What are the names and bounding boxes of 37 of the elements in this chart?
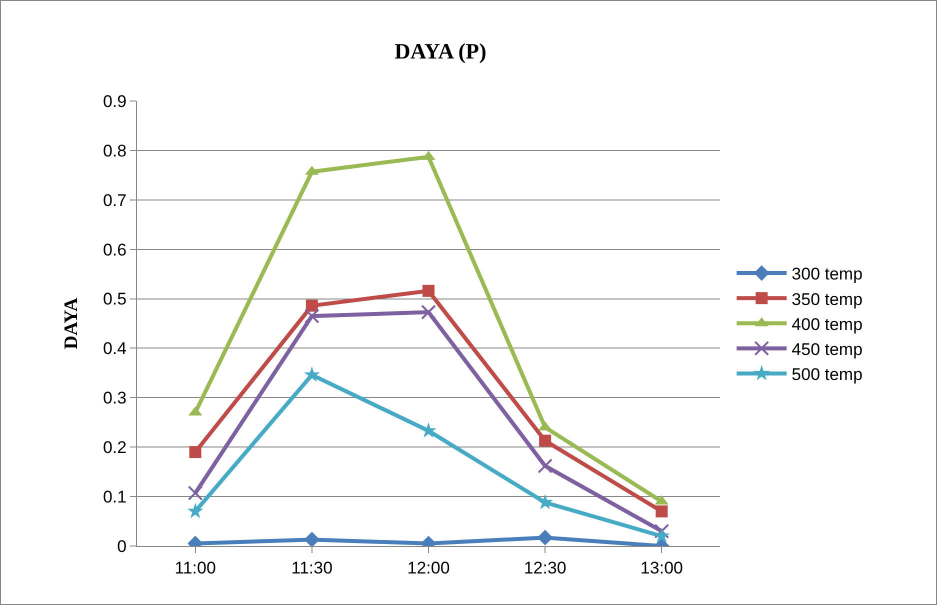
x-tick-label: 11:30 [291, 558, 333, 578]
point [656, 505, 668, 518]
legend-label: 500 temp [792, 365, 863, 384]
point [421, 304, 436, 320]
x-tick-label: 11:00 [174, 558, 216, 578]
y-tick-label: 0.4 [102, 339, 127, 358]
point [188, 486, 203, 501]
point [306, 300, 318, 312]
point [304, 308, 320, 324]
legend-label: 350 temp [792, 290, 863, 309]
y-tick-label: 0 [117, 536, 127, 556]
point [187, 502, 204, 518]
y-tick-label: 0.8 [102, 141, 127, 160]
y-tick-label: 0.3 [102, 388, 127, 408]
legend-label: 450 temp [792, 340, 863, 359]
point [538, 458, 553, 474]
y-tick-label: 0.6 [102, 240, 127, 260]
y-tick-label: 0.9 [102, 92, 127, 111]
y-tick-label: 0.5 [102, 290, 127, 309]
point [654, 524, 670, 539]
y-tick-label: 0.7 [102, 190, 127, 210]
x-tick-label: 12:30 [524, 558, 566, 578]
y-tick-label: 0.2 [102, 438, 127, 458]
y-axis-title: DAYA [60, 298, 82, 350]
point [422, 284, 434, 297]
legend-label: 300 temp [792, 264, 863, 284]
legend-label: 400 temp [792, 314, 863, 334]
point [537, 494, 554, 510]
x-tick-label: 12:00 [407, 558, 450, 578]
chart-title: DAYA (P) [394, 38, 486, 64]
point [304, 366, 320, 382]
y-tick-label: 0.1 [102, 488, 127, 507]
point [304, 532, 320, 546]
point [537, 530, 553, 546]
point [189, 446, 202, 458]
x-tick-label: 13:00 [640, 558, 683, 578]
point [539, 434, 552, 447]
